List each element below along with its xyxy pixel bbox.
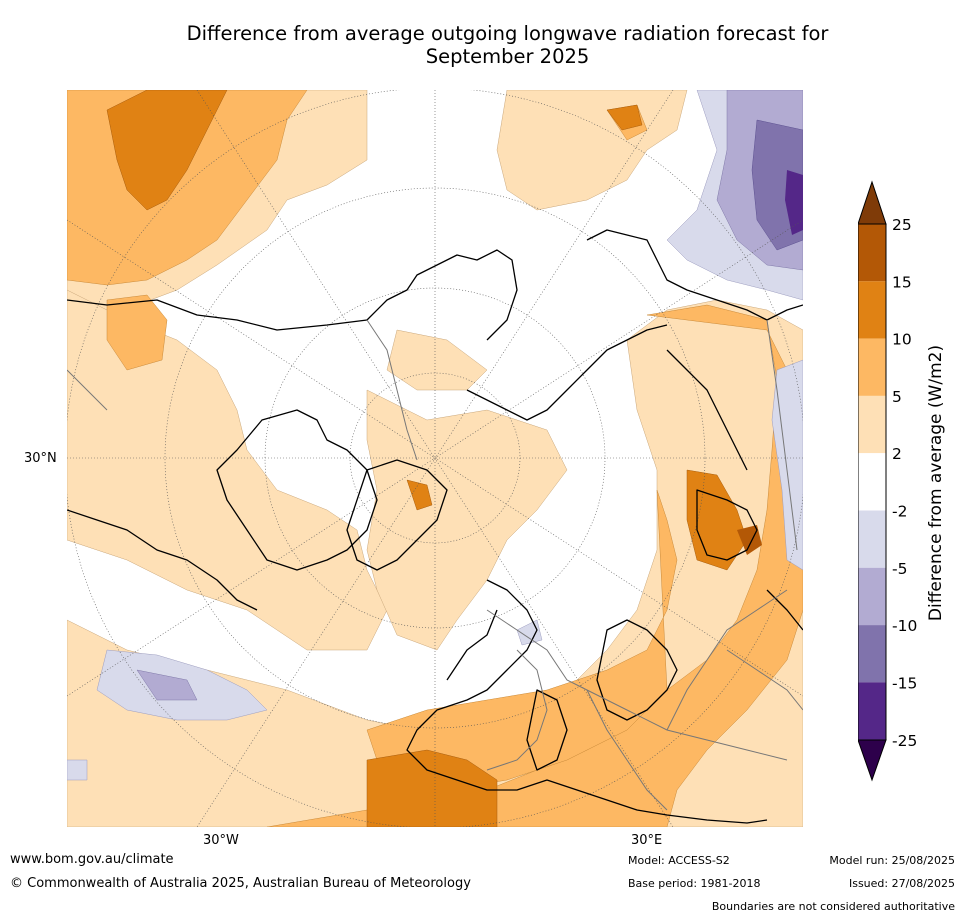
colorbar-tick: -10 [892,617,917,635]
issued-text: Issued: 27/08/2025 [848,877,955,890]
colorbar-tick: 15 [892,273,912,291]
model-run-text: Model run: 25/08/2025 [829,854,955,867]
colorbar-title-text: Difference from average (W/m2) [926,344,946,622]
colorbar-tick: 5 [892,388,902,406]
model-text: Model: ACCESS-S2 [628,854,730,867]
country-boundaries [67,319,803,811]
anomaly-region-10-15 [106,90,748,827]
lon-label-30w: 30°W [203,833,239,848]
colorbar-extend-high [858,180,887,225]
website-link[interactable]: www.bom.gov.au/climate [10,852,174,867]
copyright-text: © Commonwealth of Australia 2025, Austra… [10,876,471,891]
colorbar-tick: -5 [892,560,907,578]
colorbar-tick: -25 [892,732,917,750]
colorbar-bin-neg5-neg10 [858,567,886,626]
colorbar-bin-2-5 [858,395,886,454]
colorbar-tick: 25 [892,216,912,234]
anomaly-map [67,90,803,827]
colorbar-bin-neutral [858,453,886,511]
colorbar-bin-neg2-neg5 [858,510,886,568]
colorbar: 25 15 10 5 2 -2 -5 -10 -15 -25 [858,180,917,782]
colorbar-tick: -15 [892,674,917,692]
lat-label-30n: 30°N [24,451,57,466]
map-title-line1: Difference from average outgoing longwav… [186,22,829,45]
coastlines [67,229,803,824]
colorbar-bin-10-15 [858,281,886,339]
graticule [67,90,803,827]
map-title: Difference from average outgoing longwav… [60,22,955,68]
colorbar-tick: -2 [892,503,907,521]
anomaly-region-neg15-neg25 [785,170,803,235]
boundaries-note: Boundaries are not considered authoritat… [711,900,955,913]
colorbar-bin-neg15-neg25 [858,682,886,740]
colorbar-bin-5-10 [858,338,886,396]
colorbar-tick: 10 [892,331,912,349]
colorbar-bin-neg10-neg15 [858,625,886,683]
lon-label-30e: 30°E [631,833,663,848]
colorbar-extend-low [858,739,887,782]
map-title-line2: September 2025 [425,45,590,68]
colorbar-tick: 2 [892,445,902,463]
colorbar-bin-15-25 [858,224,886,282]
base-period-text: Base period: 1981-2018 [628,877,761,890]
